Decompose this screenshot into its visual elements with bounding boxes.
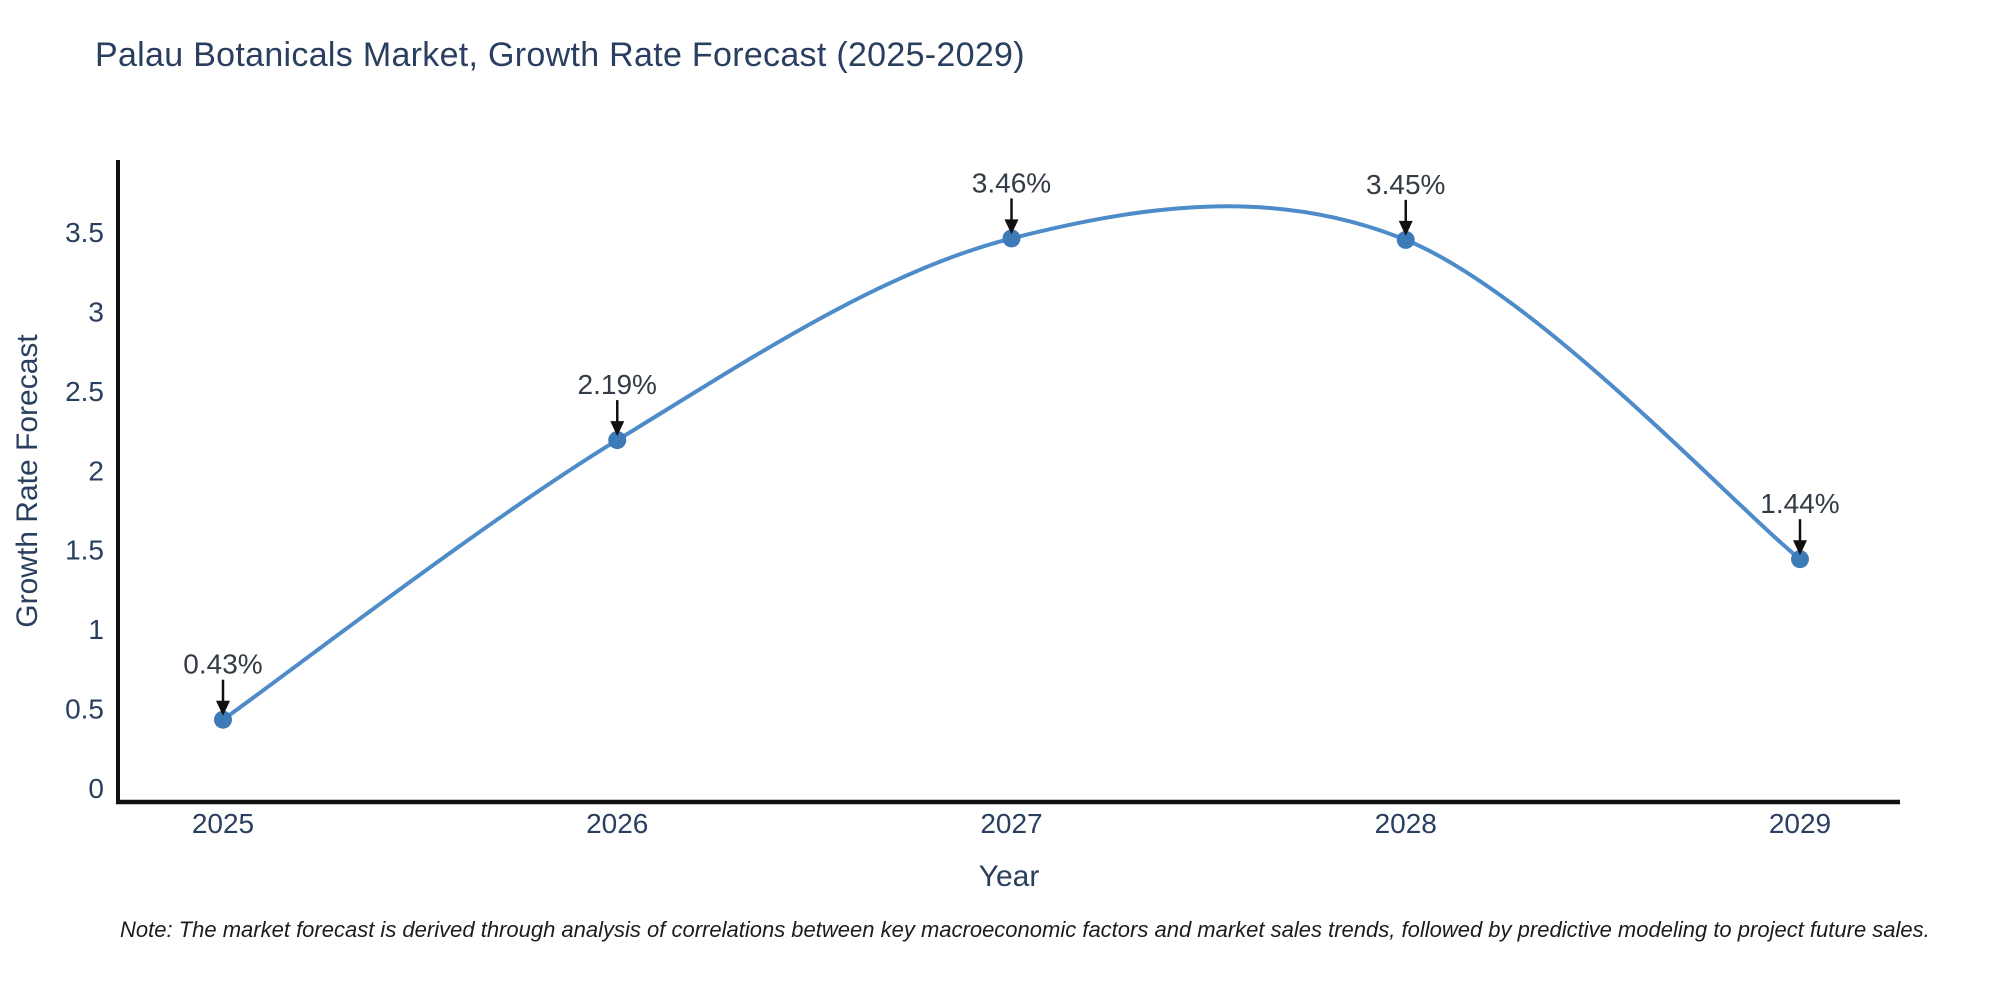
data-point-marker[interactable] xyxy=(1791,550,1809,569)
annotation-arrow-head xyxy=(1793,540,1807,556)
y-tick-label: 2 xyxy=(88,455,104,486)
annotation-arrow-head xyxy=(216,700,230,716)
data-point-marker[interactable] xyxy=(1002,229,1021,248)
x-tick-label: 2028 xyxy=(1375,808,1437,839)
y-tick-label: 1.5 xyxy=(65,535,104,566)
y-tick-label: 3.5 xyxy=(65,217,104,248)
x-tick-label: 2027 xyxy=(980,808,1042,839)
data-point-label: 2.19% xyxy=(578,369,657,400)
chart-title: Palau Botanicals Market, Growth Rate For… xyxy=(95,36,1025,74)
x-tick-label: 2025 xyxy=(192,808,254,839)
y-tick-label: 0 xyxy=(88,773,104,804)
forecast-line xyxy=(221,204,1802,722)
y-tick-label: 1 xyxy=(88,614,104,645)
data-point-label: 3.46% xyxy=(972,167,1051,198)
annotation-arrow-head xyxy=(610,421,625,437)
y-tick-label: 2.5 xyxy=(65,376,104,407)
x-axis-title: Year xyxy=(978,860,1040,893)
data-point-label: 3.45% xyxy=(1366,169,1445,200)
x-tick-label: 2026 xyxy=(586,808,648,839)
y-tick-label: 0.5 xyxy=(65,694,104,725)
data-point-marker[interactable] xyxy=(1396,230,1415,249)
annotation-arrow-head xyxy=(1398,220,1413,236)
data-point-label: 0.43% xyxy=(183,649,262,680)
data-point-marker[interactable] xyxy=(608,431,627,450)
data-point-label: 1.44% xyxy=(1760,488,1839,519)
annotation-arrow-head xyxy=(1004,219,1019,235)
footnote: Note: The market forecast is derived thr… xyxy=(120,917,1930,942)
data-point-marker[interactable] xyxy=(214,710,232,729)
x-tick-label: 2029 xyxy=(1769,808,1831,839)
y-tick-label: 3 xyxy=(88,296,104,327)
